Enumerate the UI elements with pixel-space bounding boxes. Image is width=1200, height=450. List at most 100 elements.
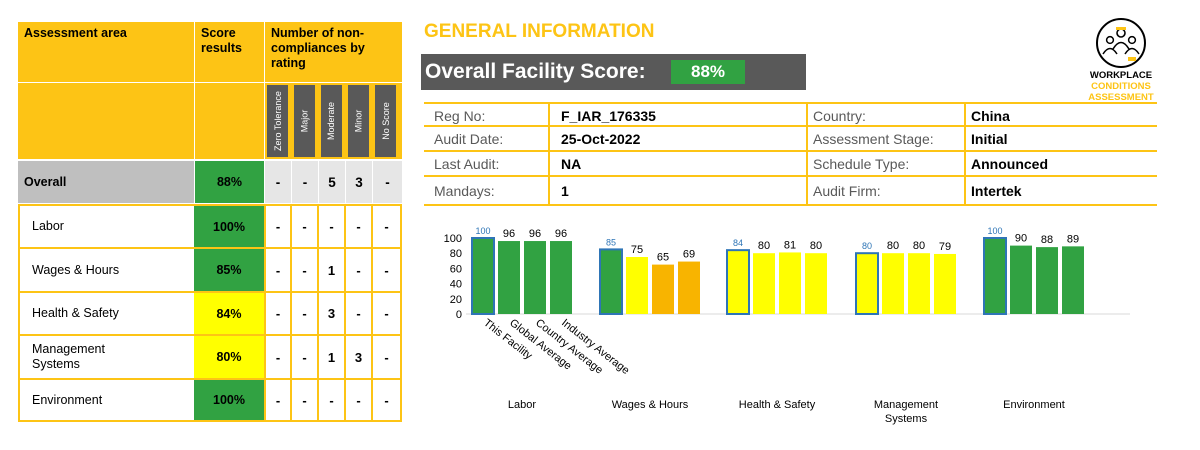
info-row: Audit Date: 25-Oct-2022 Assessment Stage… xyxy=(424,127,1157,152)
bar-value-label: 79 xyxy=(939,241,951,253)
bar-management-systems-country-average xyxy=(908,253,930,314)
wca-logo: WORKPLACE CONDITIONS ASSESSMENT xyxy=(1080,18,1162,104)
rating-zero-tolerance: Zero Tolerance xyxy=(267,85,288,157)
bar-wages-hours-global-average xyxy=(626,257,648,314)
category-label: Health & Safety xyxy=(739,399,816,411)
bar-value-label: 80 xyxy=(913,240,925,252)
wages-count-no-score: - xyxy=(384,262,389,278)
bar-value-label: 80 xyxy=(810,240,822,252)
reg-no-value: F_IAR_176335 xyxy=(561,107,656,124)
info-row: Reg No: F_IAR_176335 Country: China xyxy=(424,102,1157,127)
labor-count-no-score: - xyxy=(384,219,389,234)
env-count-zero-tolerance: - xyxy=(275,392,281,408)
bar-value-label: 75 xyxy=(631,244,643,256)
overall-score: 88% xyxy=(195,161,264,203)
overall-score-label: Overall Facility Score: xyxy=(425,60,646,83)
row-label-environment: Environment xyxy=(32,392,103,407)
bar-wages-hours-industry-average xyxy=(678,261,700,314)
category-label: Wages & Hours xyxy=(612,399,689,411)
schedule-type-label: Schedule Type: xyxy=(813,155,910,172)
schedule-type-value: Announced xyxy=(971,155,1048,172)
bar-value-label: 100 xyxy=(475,226,490,236)
row-label-wages-hours: Wages & Hours xyxy=(32,262,120,277)
health-count-no-score: - xyxy=(384,306,389,321)
bar-health-safety-country-average xyxy=(779,252,801,314)
bar-value-label: 80 xyxy=(758,240,770,252)
overall-count-minor: 3 xyxy=(346,161,372,203)
logo-text-workplace: WORKPLACE xyxy=(1089,70,1153,81)
info-row: Last Audit: NA Schedule Type: Announced xyxy=(424,152,1157,177)
rating-minor: Minor xyxy=(348,85,369,157)
bar-value-label: 84 xyxy=(733,238,743,248)
row-score-environment: 100% xyxy=(194,380,264,420)
overall-score-value: 88% xyxy=(671,60,745,84)
rating-major: Major xyxy=(294,85,315,157)
wages-count-moderate: 1 xyxy=(327,262,336,278)
health-count-minor: - xyxy=(356,306,361,321)
overall-count-major: - xyxy=(292,161,318,203)
health-count-major: - xyxy=(302,306,307,321)
bar-value-label: 89 xyxy=(1067,233,1079,245)
wages-count-major: - xyxy=(302,262,307,278)
health-count-zero-tolerance: - xyxy=(275,306,281,321)
row-label-management-systems: Management Systems xyxy=(32,342,105,371)
row-score-health-safety: 84% xyxy=(194,293,264,334)
labor-count-major: - xyxy=(302,219,307,234)
bar-environment-global-average xyxy=(1010,245,1032,314)
env-count-moderate: - xyxy=(329,392,334,408)
bar-value-label: 100 xyxy=(987,226,1002,236)
assessment-stage-label: Assessment Stage: xyxy=(813,130,934,147)
bar-value-label: 80 xyxy=(862,241,872,251)
rating-no-score: No Score xyxy=(375,85,396,157)
labor-count-zero-tolerance: - xyxy=(275,219,281,234)
bar-environment-country-average xyxy=(1036,247,1058,314)
row-score-labor: 100% xyxy=(194,206,264,247)
last-audit-value: NA xyxy=(561,155,582,172)
header-blank-score xyxy=(195,83,264,159)
overall-count-moderate: 5 xyxy=(319,161,345,203)
chart-svg: 0 20 40 60 80 100 100 96 96 96 Labor 85 75 65 69 Wages … xyxy=(444,226,1130,425)
bar-environment-this-facility xyxy=(983,237,1007,315)
audit-date-value: 25-Oct-2022 xyxy=(561,130,641,147)
audit-firm-value: Intertek xyxy=(971,182,1022,199)
header-blank-area xyxy=(18,83,194,159)
bar-value-label: 96 xyxy=(503,228,515,240)
mgmt-count-no-score: - xyxy=(384,349,389,365)
category-label: Systems xyxy=(885,413,928,425)
bar-value-label: 65 xyxy=(657,252,669,264)
assessment-table: Assessment area Score results Number of … xyxy=(18,22,402,422)
wages-count-zero-tolerance: - xyxy=(275,262,281,278)
overall-score-banner: Overall Facility Score: 88% xyxy=(421,54,806,90)
bar-environment-industry-average xyxy=(1062,246,1084,314)
bar-value-label: 96 xyxy=(529,228,541,240)
mandays-value: 1 xyxy=(561,182,569,199)
logo-text-assessment: ASSESSMENT xyxy=(1088,92,1154,103)
bar-value-label: 88 xyxy=(1041,234,1053,246)
bar-management-systems-this-facility xyxy=(855,252,879,315)
mandays-label: Mandays: xyxy=(434,182,495,199)
rating-moderate: Moderate xyxy=(321,85,342,157)
bar-value-label: 69 xyxy=(683,249,695,261)
env-count-minor: - xyxy=(356,392,361,408)
y-tick-label: 0 xyxy=(456,309,462,321)
category-label: Environment xyxy=(1003,399,1065,411)
row-label-health-safety: Health & Safety xyxy=(32,306,119,320)
wages-count-minor: - xyxy=(356,262,361,278)
bar-value-label: 80 xyxy=(887,240,899,252)
bar-wages-hours-this-facility xyxy=(599,248,623,315)
bar-labor-industry-average xyxy=(550,241,572,314)
last-audit-label: Last Audit: xyxy=(434,155,500,172)
row-score-management-systems: 80% xyxy=(194,336,264,378)
env-count-major: - xyxy=(302,392,307,408)
mgmt-count-minor: 3 xyxy=(354,349,363,365)
overall-count-zero-tolerance: - xyxy=(265,161,291,203)
general-information-title: GENERAL INFORMATION xyxy=(424,21,655,42)
bar-value-label: 90 xyxy=(1015,233,1027,245)
y-tick-label: 60 xyxy=(450,263,462,275)
header-score-results: Score results xyxy=(195,22,264,82)
bar-management-systems-global-average xyxy=(882,253,904,314)
bar-wages-hours-country-average xyxy=(652,264,674,314)
row-score-wages-hours: 85% xyxy=(194,249,264,291)
bar-health-safety-industry-average xyxy=(805,253,827,314)
bar-health-safety-global-average xyxy=(753,253,775,314)
